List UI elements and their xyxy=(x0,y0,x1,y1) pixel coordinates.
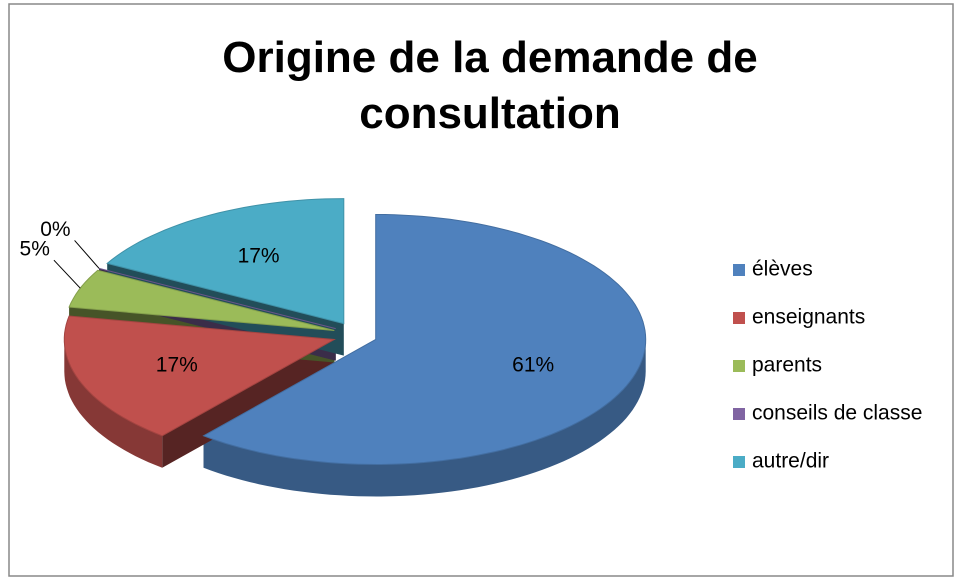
data-label: 61% xyxy=(512,353,554,376)
legend-label: conseils de classe xyxy=(752,402,922,425)
slice-side xyxy=(64,339,163,468)
slice xyxy=(202,214,647,466)
slice xyxy=(63,315,336,437)
legend-swatch xyxy=(733,408,745,420)
slice-side xyxy=(203,339,646,497)
leader-line xyxy=(74,240,100,269)
slice xyxy=(106,198,345,325)
legend-label: parents xyxy=(752,354,822,377)
legend-swatch xyxy=(733,456,745,468)
data-label: 17% xyxy=(238,244,280,267)
data-label: 0% xyxy=(40,218,70,241)
legend-label: élèves xyxy=(752,258,813,281)
data-label: 17% xyxy=(156,353,198,376)
legend-label: autre/dir xyxy=(752,450,829,473)
data-label: 5% xyxy=(20,238,50,261)
legend-swatch xyxy=(733,312,745,324)
slices xyxy=(63,198,647,466)
leader-line xyxy=(53,259,81,289)
legend-label: enseignants xyxy=(752,306,865,329)
legend-swatch xyxy=(733,264,745,276)
chart-title: Origine de la demande de consultation xyxy=(222,33,758,138)
legend-swatch xyxy=(733,360,745,372)
